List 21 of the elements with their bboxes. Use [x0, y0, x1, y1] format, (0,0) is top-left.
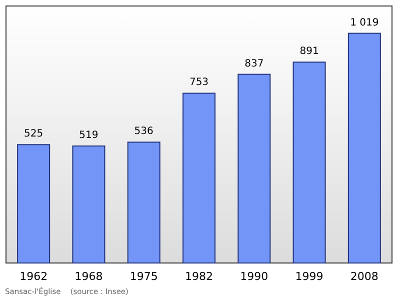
data-label: 891 [300, 46, 319, 58]
data-label: 837 [244, 58, 264, 70]
data-label: 525 [24, 128, 44, 140]
x-tick-label: 1999 [295, 270, 324, 283]
data-label: 536 [134, 126, 154, 138]
x-tick-label: 1975 [130, 270, 158, 283]
data-label: 1 019 [350, 17, 379, 28]
bar [238, 74, 271, 264]
data-label: 753 [189, 77, 209, 88]
bar [17, 144, 50, 264]
x-tick-label: 1962 [20, 270, 48, 283]
x-tick-label: 1990 [240, 270, 268, 283]
x-tick-label: 1968 [74, 270, 103, 283]
bar [182, 92, 216, 264]
x-tick-label: 1982 [185, 270, 213, 283]
bar [127, 142, 160, 264]
bar [72, 145, 106, 264]
bar [292, 62, 326, 264]
x-tick-label: 2008 [350, 270, 378, 283]
data-label: 519 [79, 130, 98, 141]
bar [348, 32, 381, 264]
